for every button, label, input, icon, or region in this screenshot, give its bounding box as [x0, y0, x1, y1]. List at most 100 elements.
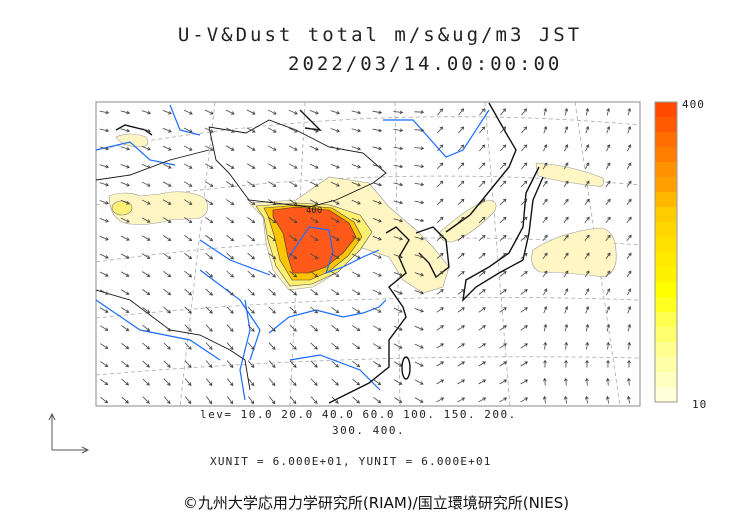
wind-arrow: [99, 164, 110, 169]
china-coast: [328, 226, 410, 404]
wind-arrow: [605, 180, 611, 188]
wind-arrow: [141, 110, 152, 115]
wind-arrow: [141, 163, 151, 169]
wind-arrow: [563, 162, 569, 170]
wind-arrow: [100, 396, 109, 404]
wind-arrow: [626, 234, 632, 242]
wind-arrow: [310, 324, 318, 332]
wind-arrow: [351, 146, 362, 151]
mongolia-border: [208, 119, 387, 208]
wind-arrow: [163, 253, 172, 260]
wind-arrow: [478, 162, 486, 170]
wind-arrow: [499, 252, 507, 259]
colorbar-band: [655, 102, 677, 118]
wind-arrow: [184, 342, 192, 350]
wind-arrow: [584, 252, 590, 260]
wind-arrow: [478, 307, 486, 313]
colorbar-band: [655, 177, 677, 193]
wind-arrow: [543, 107, 548, 116]
wind-arrow: [564, 144, 569, 152]
wind-arrow: [542, 252, 548, 260]
wind-arrow: [142, 342, 151, 350]
wind-arrow: [289, 252, 298, 260]
wind-arrow: [162, 181, 172, 187]
wind-arrow: [162, 199, 172, 205]
wind-arrow: [331, 324, 340, 332]
wind-arrow: [267, 109, 277, 115]
wind-arrow: [247, 306, 255, 314]
wind-arrow: [478, 234, 486, 241]
wind-arrow: [521, 108, 528, 116]
wind-arrow: [330, 235, 340, 241]
wind-arrow: [627, 359, 631, 368]
wind-arrow: [564, 288, 569, 296]
wind-arrow: [204, 127, 214, 133]
wind-arrow: [100, 343, 109, 349]
wind-arrow: [205, 378, 213, 387]
wind-arrow: [585, 288, 590, 296]
colorbar-band: [655, 342, 677, 358]
wind-arrow: [226, 360, 234, 369]
wind-arrow: [542, 198, 548, 206]
wind-arrow: [437, 108, 444, 116]
wind-arrow: [268, 324, 276, 332]
wind-arrow: [479, 144, 486, 152]
wind-arrow: [372, 271, 382, 277]
wind-arrow: [310, 253, 319, 260]
wind-arrow: [351, 199, 361, 205]
wind-arrow: [520, 180, 528, 188]
wind-arrow: [372, 343, 382, 349]
wind-arrow: [627, 107, 632, 116]
wind-arrow: [184, 378, 192, 387]
wind-arrow: [499, 180, 507, 188]
wind-arrow: [99, 235, 109, 241]
wind-arrow: [457, 397, 466, 403]
wind-arrow: [246, 163, 256, 169]
wind-arrow: [457, 307, 465, 313]
wind-arrow: [584, 395, 589, 404]
wind-arrow: [436, 397, 445, 403]
wind-arrow: [184, 396, 192, 405]
wind-arrow: [626, 180, 632, 188]
wind-arrow: [563, 180, 569, 188]
wind-arrow: [141, 217, 151, 223]
wind-arrow: [310, 288, 319, 296]
wind-arrow: [120, 289, 130, 295]
wind-arrow: [542, 395, 547, 404]
wind-arrow: [479, 108, 486, 116]
wind-arrow: [226, 342, 234, 350]
colorbar-frame: [654, 101, 678, 403]
dust-plume-pacific-north: [535, 162, 604, 187]
wind-arrow: [99, 182, 110, 187]
wind-arrow: [458, 144, 465, 152]
wind-arrow: [99, 253, 109, 259]
wind-arrow: [606, 288, 611, 296]
colorbar-band: [655, 222, 677, 238]
wind-arrow: [352, 378, 361, 386]
wind-arrow: [585, 341, 590, 350]
wind-arrow: [310, 396, 318, 404]
wind-arrow: [100, 361, 109, 368]
wind-arrow: [268, 234, 277, 242]
wind-arrow: [331, 396, 339, 404]
wind-arrow: [226, 270, 234, 278]
wind-arrow: [585, 125, 590, 134]
wind-arrow: [500, 108, 507, 116]
wind-arrow: [499, 216, 507, 224]
wind-arrow: [183, 163, 193, 169]
wind-arrow: [585, 107, 590, 116]
contour-label: 400: [306, 206, 322, 216]
wind-arrow: [457, 180, 465, 188]
wind-arrow: [626, 395, 631, 404]
colorbar-band: [655, 267, 677, 283]
wind-arrow: [248, 396, 255, 405]
wind-arrow: [331, 342, 340, 350]
wind-arrow: [288, 181, 298, 187]
wind-arrow: [584, 216, 590, 223]
wind-arrow: [120, 199, 130, 205]
wind-arrow: [564, 377, 568, 386]
wind-arrow: [606, 107, 611, 116]
wind-arrow: [330, 110, 341, 115]
wind-arrow: [542, 234, 548, 242]
wind-arrow: [184, 288, 192, 296]
